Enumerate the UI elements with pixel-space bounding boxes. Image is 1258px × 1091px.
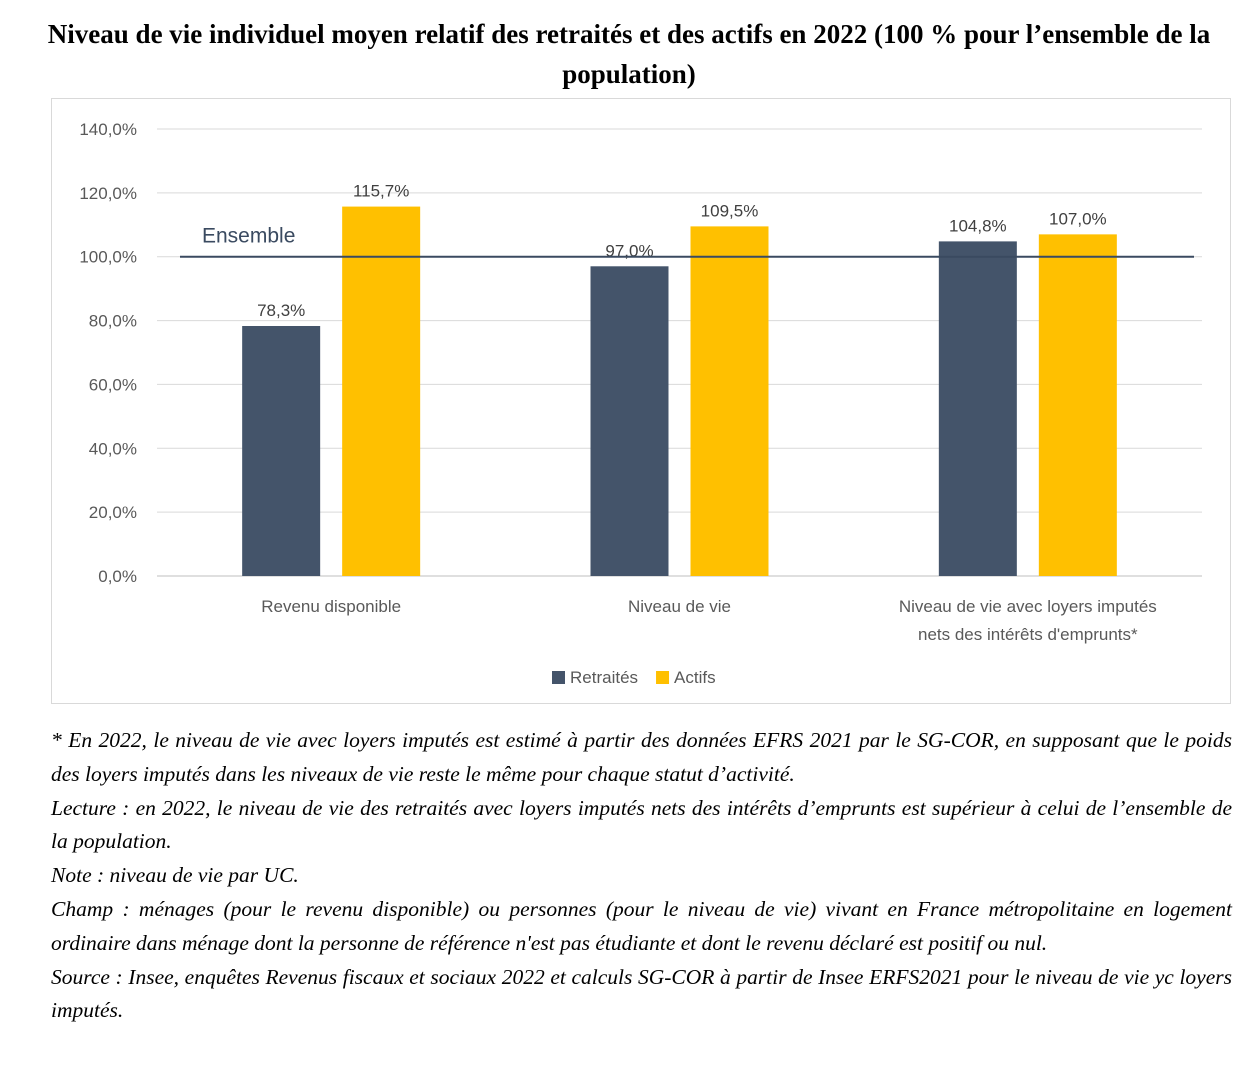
x-category-label: Niveau de vie avec loyers imputés <box>899 597 1157 616</box>
note-source: Source : Insee, enquêtes Revenus fiscaux… <box>51 964 1232 1023</box>
data-label: 107,0% <box>1049 209 1107 228</box>
x-category-label: nets des intérêts d'emprunts* <box>918 625 1138 644</box>
data-label: 104,8% <box>949 216 1007 235</box>
data-label: 115,7% <box>353 182 409 201</box>
y-tick-label: 120,0% <box>79 184 137 203</box>
bar-actifs <box>342 206 421 576</box>
legend-swatch-retraites <box>552 671 565 684</box>
data-label: 78,3% <box>257 301 305 320</box>
note-uc: Note : niveau de vie par UC. <box>51 863 299 888</box>
data-label: 97,0% <box>605 241 653 260</box>
data-label: 109,5% <box>701 201 759 220</box>
chart-title: Niveau de vie individuel moyen relatif d… <box>47 19 1211 89</box>
bar-chart: 0,0% 20,0% 40,0% 60,0% 80,0% 100,0% 120,0% 140,… <box>79 120 1202 687</box>
note-champ: Champ : ménages (pour le revenu disponib… <box>51 896 1232 955</box>
chart-notes: * En 2022, le niveau de vie avec loyers … <box>51 724 1232 1028</box>
note-asterisk: * En 2022, le niveau de vie avec loyers … <box>51 728 1232 786</box>
chart-area: 0,0% 20,0% 40,0% 60,0% 80,0% 100,0% 120,0% 140,… <box>51 98 1231 704</box>
y-tick-label: 80,0% <box>89 312 137 331</box>
note-lecture: Lecture : en 2022, le niveau de vie des … <box>51 795 1232 854</box>
legend-label: Retraités <box>570 668 638 687</box>
x-category-label: Revenu disponible <box>261 597 401 616</box>
y-tick-label: 0,0% <box>98 567 137 586</box>
bar-retraites <box>590 266 669 576</box>
bar-retraites <box>242 325 321 576</box>
legend-swatch-actifs <box>656 671 670 684</box>
y-tick-label: 40,0% <box>89 439 137 458</box>
y-tick-label: 60,0% <box>89 375 137 394</box>
y-tick-label: 20,0% <box>89 503 137 522</box>
bar-actifs <box>1038 234 1117 576</box>
legend-label: Actifs <box>674 668 716 687</box>
bar-actifs <box>690 226 769 576</box>
bar-retraites <box>938 241 1017 577</box>
ensemble-label: Ensemble <box>202 225 295 248</box>
x-category-label: Niveau de vie <box>628 597 731 616</box>
y-tick-label: 100,0% <box>79 248 137 267</box>
y-tick-label: 140,0% <box>79 120 137 139</box>
